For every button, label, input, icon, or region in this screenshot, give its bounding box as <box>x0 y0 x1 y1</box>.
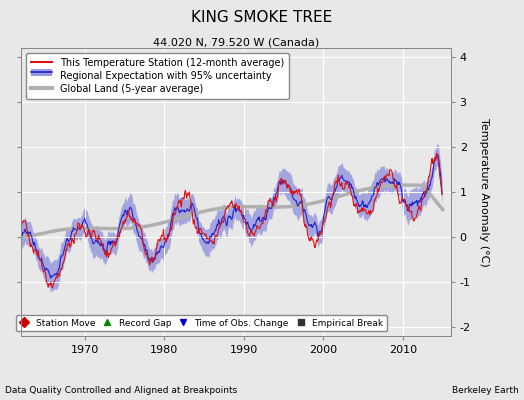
Legend: Station Move, Record Gap, Time of Obs. Change, Empirical Break: Station Move, Record Gap, Time of Obs. C… <box>16 315 387 332</box>
Text: Berkeley Earth: Berkeley Earth <box>452 386 519 395</box>
Y-axis label: Temperature Anomaly (°C): Temperature Anomaly (°C) <box>479 118 489 266</box>
Title: 44.020 N, 79.520 W (Canada): 44.020 N, 79.520 W (Canada) <box>152 37 319 47</box>
Text: Data Quality Controlled and Aligned at Breakpoints: Data Quality Controlled and Aligned at B… <box>5 386 237 395</box>
Text: KING SMOKE TREE: KING SMOKE TREE <box>191 10 333 25</box>
